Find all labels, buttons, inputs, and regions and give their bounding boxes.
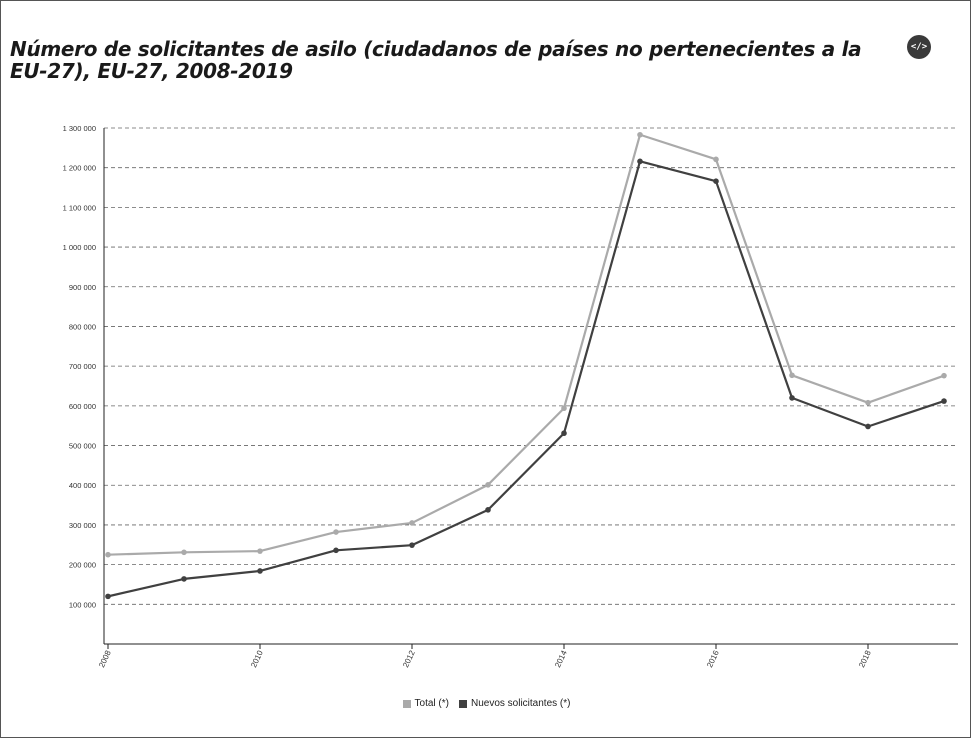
- series-line-1: [107, 133, 945, 556]
- y-tick-label: 700 000: [69, 362, 96, 371]
- y-tick-label: 900 000: [69, 283, 96, 292]
- legend-label: Total (*): [414, 698, 449, 709]
- y-tick-label: 600 000: [69, 402, 96, 411]
- data-point: [181, 549, 187, 556]
- chart-title: Número de solicitantes de asilo (ciudada…: [10, 37, 862, 83]
- x-tick-label: 2008: [97, 649, 113, 669]
- x-tick-label: 2012: [401, 649, 417, 669]
- data-point: [637, 158, 643, 165]
- series-lines: [105, 131, 947, 600]
- legend: Total (*) Nuevos solicitantes (*): [0, 698, 973, 709]
- axes: [103, 128, 958, 645]
- y-tick-label: 1 300 000: [63, 124, 96, 133]
- x-tick-label: 2018: [857, 649, 873, 669]
- data-point: [105, 551, 111, 558]
- data-point: [257, 548, 263, 554]
- data-point: [333, 529, 339, 535]
- data-point: [485, 482, 491, 488]
- data-point: [865, 399, 871, 406]
- x-tick-label: 2016: [705, 649, 721, 669]
- data-point: [789, 372, 795, 379]
- legend-item-2[interactable]: Nuevos solicitantes (*): [458, 698, 571, 709]
- data-point: [561, 405, 567, 412]
- y-tick-label: 1 000 000: [63, 243, 96, 252]
- legend-item-1[interactable]: Total (*): [402, 698, 449, 709]
- y-tick-label: 500 000: [69, 442, 96, 451]
- series-line-2: [107, 160, 945, 598]
- y-tick-label: 800 000: [69, 322, 96, 331]
- x-tick-label: 2014: [553, 649, 569, 669]
- y-tick-label: 400 000: [69, 481, 96, 490]
- data-point: [941, 398, 947, 404]
- y-tick-label: 100 000: [69, 600, 96, 609]
- x-axis-ticks: 2008 2010 2012 2014 2016 2018: [97, 644, 873, 669]
- data-point: [637, 131, 643, 138]
- data-point: [409, 520, 415, 526]
- legend-swatch: [458, 699, 467, 708]
- legend-swatch: [402, 699, 411, 708]
- data-point: [713, 178, 719, 184]
- data-point: [941, 372, 947, 379]
- y-axis-ticks: 100 000 200 000 300 000 400 000 500 000 600 0…: [63, 124, 96, 609]
- data-point: [789, 395, 795, 401]
- data-point: [105, 593, 111, 600]
- code-embed-icon[interactable]: </>: [907, 35, 931, 59]
- x-tick-label: 2010: [249, 649, 265, 669]
- y-tick-label: 300 000: [69, 521, 96, 530]
- grid-lines: [104, 127, 958, 605]
- y-tick-label: 200 000: [69, 561, 96, 570]
- data-point: [409, 542, 415, 548]
- data-point: [181, 576, 187, 582]
- y-tick-label: 1 100 000: [63, 203, 96, 212]
- data-point: [257, 568, 263, 574]
- data-point: [713, 156, 719, 163]
- legend-label: Nuevos solicitantes (*): [470, 698, 571, 709]
- data-point: [333, 547, 339, 554]
- data-point: [865, 423, 871, 430]
- data-point: [561, 430, 567, 437]
- data-point: [485, 507, 491, 513]
- y-tick-label: 1 200 000: [63, 164, 96, 173]
